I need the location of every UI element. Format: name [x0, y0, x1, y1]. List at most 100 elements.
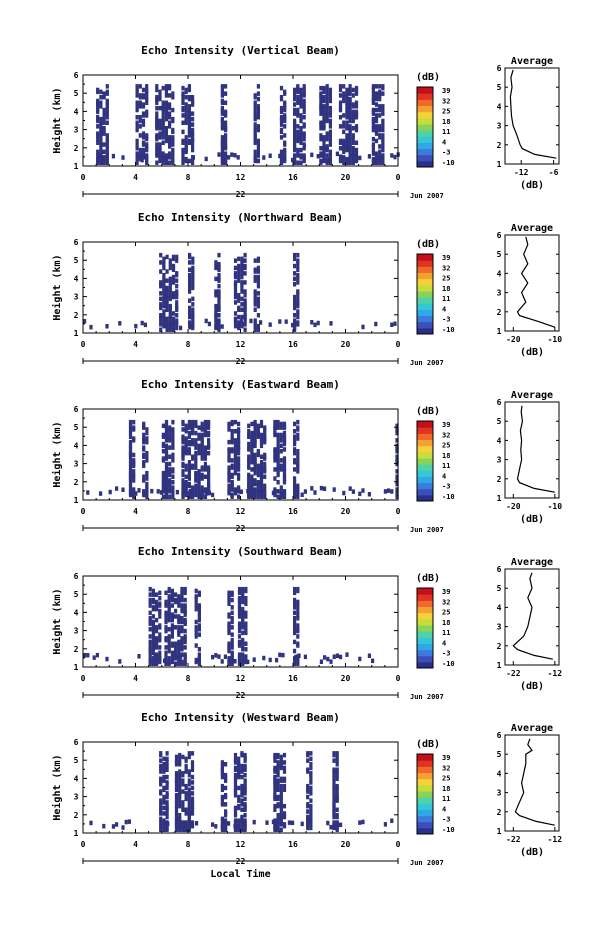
echo-cell — [293, 476, 297, 481]
echo-cell — [191, 430, 195, 436]
echo-cell — [183, 652, 187, 657]
echo-cell — [86, 490, 90, 495]
echo-cell — [165, 298, 169, 303]
echo-cell — [306, 767, 310, 772]
echo-cell — [155, 636, 159, 641]
echo-cell — [155, 111, 159, 116]
echo-cell — [279, 109, 284, 115]
echo-cell — [164, 425, 169, 430]
echo-cell — [224, 144, 228, 149]
echo-cell — [355, 156, 359, 162]
echo-cell — [237, 485, 241, 490]
x-tick-label: 0 — [396, 674, 401, 683]
echo-cell — [237, 634, 242, 639]
echo-cell — [151, 632, 155, 637]
echo-cell — [322, 135, 326, 140]
colorbar-segment — [417, 260, 433, 267]
average-y-tick-label: 2 — [497, 141, 502, 150]
echo-cell — [105, 149, 109, 155]
colorbar-label: 11 — [442, 462, 450, 470]
echo-cell — [159, 490, 163, 495]
echo-cell — [161, 118, 165, 124]
average-y-tick-label: 2 — [497, 808, 502, 817]
echo-cell — [151, 645, 155, 650]
echo-cell — [111, 824, 115, 829]
echo-cell — [328, 109, 332, 115]
echo-cell — [250, 454, 254, 459]
echo-cell — [253, 267, 257, 272]
echo-cell — [325, 116, 329, 122]
echo-cell — [256, 300, 260, 305]
echo-cell — [177, 650, 181, 656]
echo-cell — [164, 478, 169, 483]
echo-cell — [165, 763, 169, 769]
echo-cell — [171, 323, 176, 329]
echo-cell — [322, 104, 326, 109]
echo-cell — [247, 429, 251, 434]
echo-cell — [111, 153, 115, 159]
echo-cell — [145, 481, 149, 487]
echo-cell — [142, 452, 146, 458]
echo-cell — [162, 296, 166, 302]
echo-cell — [170, 628, 174, 634]
echo-cell — [243, 258, 247, 263]
echo-cell — [141, 131, 146, 136]
echo-cell — [128, 465, 133, 470]
echo-cell — [167, 605, 171, 610]
echo-cell — [217, 327, 221, 332]
echo-cell — [161, 140, 165, 145]
echo-cell — [181, 778, 185, 783]
panel-title: Echo Intensity (Northward Beam) — [138, 211, 343, 224]
echo-cell — [184, 447, 188, 452]
colorbar-segment — [417, 266, 433, 273]
echo-cell — [191, 302, 195, 307]
echo-cell — [174, 809, 179, 814]
echo-cell — [276, 445, 280, 450]
echo-cell — [184, 156, 188, 162]
echo-cell — [291, 322, 295, 328]
echo-cell — [243, 818, 247, 823]
colorbar-label: -10 — [442, 159, 455, 167]
colorbar-segment — [417, 797, 433, 804]
echo-cell — [204, 156, 208, 162]
echo-cell — [240, 751, 244, 756]
echo-cell — [325, 100, 329, 105]
echo-cell — [374, 113, 379, 118]
echo-cell — [207, 419, 211, 425]
echo-cell — [179, 821, 183, 827]
echo-cell — [345, 100, 349, 105]
echo-cell — [217, 318, 221, 323]
echo-cell — [279, 95, 284, 100]
echo-cell — [325, 113, 329, 118]
echo-cell — [187, 481, 191, 487]
echo-cell — [319, 120, 323, 125]
average-y-tick-label: 1 — [497, 661, 502, 670]
echo-cell — [256, 91, 260, 96]
echo-cell — [299, 116, 303, 122]
echo-cell — [293, 102, 297, 107]
echo-cell — [299, 87, 303, 93]
echo-cell — [217, 152, 221, 157]
echo-cell — [293, 597, 297, 603]
echo-cell — [153, 653, 157, 659]
echo-cell — [203, 423, 207, 429]
echo-cell — [233, 776, 238, 782]
echo-cell — [326, 820, 330, 826]
y-tick-label: 6 — [74, 738, 79, 747]
echo-cell — [273, 807, 277, 812]
echo-cell — [184, 423, 188, 429]
echo-cell — [188, 314, 192, 320]
echo-cell — [214, 324, 218, 329]
echo-cell — [161, 131, 165, 136]
echo-cell — [293, 458, 297, 463]
y-tick-label: 3 — [74, 627, 79, 636]
echo-cell — [253, 478, 257, 483]
echo-cell — [293, 87, 297, 93]
echo-cell — [299, 136, 303, 142]
y-tick-label: 1 — [74, 162, 79, 171]
echo-cell — [233, 452, 237, 458]
echo-cell — [230, 447, 234, 452]
colorbar-segment — [417, 600, 433, 607]
echo-cell — [151, 619, 155, 625]
x-tick-label: 12 — [236, 674, 246, 683]
